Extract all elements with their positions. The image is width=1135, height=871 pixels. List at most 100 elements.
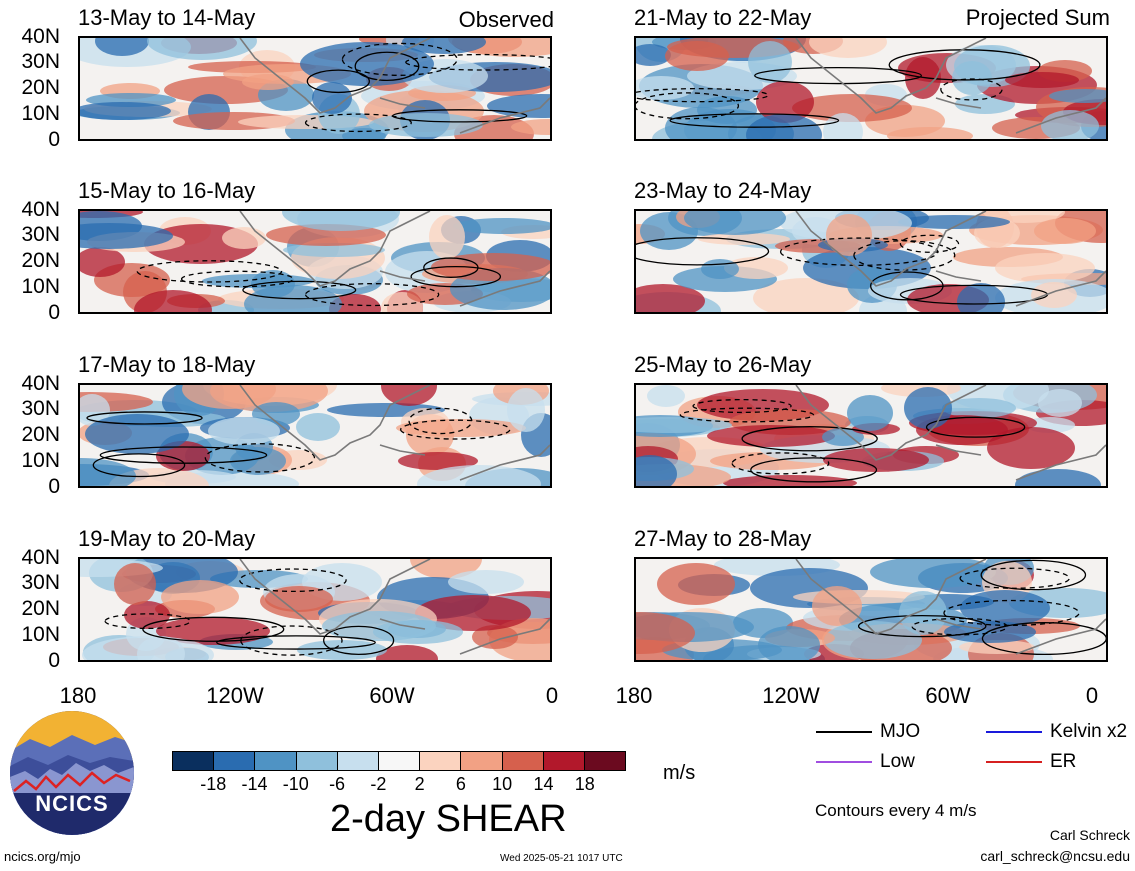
panel-title: 27-May to 28-May [634, 526, 812, 551]
shear-blob [707, 425, 835, 447]
coastline [795, 38, 1106, 134]
shear-blob [698, 233, 790, 245]
shear-blob [847, 395, 893, 431]
contour-line [857, 614, 987, 638]
panel-title: 17-May to 18-May [78, 352, 256, 377]
colorbar-tick-label: -2 [370, 774, 387, 794]
lon-label: 180 [615, 683, 653, 708]
lat-label: 40N [21, 372, 60, 395]
shear-blob [1034, 218, 1096, 244]
shear-map [634, 383, 1108, 488]
colorbar-swatch [543, 752, 585, 770]
logo-text: NCICS [35, 791, 109, 816]
shear-blob [297, 640, 387, 660]
legend-item-kelvin: Kelvin x2 [986, 721, 1127, 743]
shear-blob [376, 645, 438, 660]
shear-blob [758, 626, 820, 660]
shear-blob [1031, 282, 1077, 308]
shear-blob [823, 113, 863, 139]
legend-item-er: ER [986, 751, 1076, 773]
shear-blob [472, 625, 518, 649]
lat-label: 0 [48, 475, 60, 498]
lat-label: 30N [21, 397, 60, 420]
shear-blob [396, 419, 526, 437]
shear-blob [636, 76, 694, 100]
shear-blob [283, 243, 385, 257]
colorbar-tick-label: -18 [200, 774, 227, 794]
legend-line [986, 761, 1042, 763]
shear-blob [182, 385, 276, 409]
shear-blob [957, 283, 1005, 312]
lat-label: 40N [21, 198, 60, 221]
shear-blob [1005, 72, 1079, 88]
lat-label: 30N [21, 223, 60, 246]
shear-blob [487, 94, 550, 118]
contour-line [204, 443, 316, 473]
shear-blob [222, 227, 266, 249]
coastline [795, 385, 1106, 481]
shear-blob [665, 41, 729, 71]
shear-blob [1041, 110, 1099, 139]
contour-line [323, 625, 395, 655]
legend-label: ER [1050, 751, 1077, 772]
colorbar-tick-label: -14 [241, 774, 268, 794]
shear-blob [80, 247, 125, 277]
shear-blob [748, 41, 792, 83]
panel-title: 19-May to 20-May [78, 526, 256, 551]
shear-blob [824, 621, 922, 659]
shear-map [78, 209, 552, 314]
coastline [239, 38, 550, 134]
colorbar-swatch [214, 752, 256, 770]
shear-blob [161, 580, 239, 614]
lat-label: 20N [21, 597, 60, 620]
shear-blob [329, 294, 381, 312]
panel-title: 25-May to 26-May [634, 352, 812, 377]
author-email[interactable]: carl_schreck@ncsu.edu [980, 848, 1130, 864]
legend-item-low: Low [816, 751, 915, 773]
lon-label: 120W [206, 683, 264, 708]
site-link[interactable]: ncics.org/mjo [4, 849, 81, 864]
shear-map [78, 36, 552, 141]
colorbar-tick-label: 10 [492, 774, 513, 794]
colorbar-tick-label: -6 [329, 774, 346, 794]
lat-label: 0 [48, 128, 60, 151]
lon-label: 120W [762, 683, 820, 708]
contour-line [870, 271, 944, 301]
legend-note: Contours every 4 m/s [815, 801, 977, 820]
contour-line [731, 452, 830, 475]
contour-line [99, 446, 268, 464]
shear-blob [296, 413, 340, 441]
shear-blob [647, 385, 685, 407]
coastline [239, 559, 550, 655]
contour-line [940, 78, 1003, 101]
shear-blob [636, 284, 705, 312]
legend-label: Low [880, 751, 915, 772]
panel-tag: Projected Sum [965, 5, 1110, 30]
coastline [795, 211, 1106, 307]
contour-line [980, 559, 1087, 591]
contour-line [136, 260, 283, 283]
contour-line [959, 567, 1070, 589]
panel-title: 23-May to 24-May [634, 178, 812, 203]
shear-blob [697, 96, 757, 124]
shear-blob [657, 563, 735, 605]
contour-line [306, 69, 370, 94]
shear-blob [415, 595, 531, 631]
colorbar-swatch [255, 752, 297, 770]
contour-line [669, 113, 840, 128]
contour-line [92, 453, 186, 478]
timestamp: Wed 2025-05-21 1017 UTC [500, 853, 623, 864]
shear-blob [995, 253, 1095, 283]
contour-line [304, 283, 440, 307]
colorbar-tick-label: 14 [533, 774, 554, 794]
contour-line [636, 92, 740, 120]
colorbar [172, 751, 626, 771]
contour-line [341, 42, 458, 76]
colorbar-tick-label: -10 [282, 774, 309, 794]
shear-blob [134, 290, 212, 312]
shear-blob [870, 559, 996, 588]
colorbar-swatch [378, 752, 421, 770]
contour-line [779, 237, 939, 266]
shear-blob [448, 570, 524, 594]
shear-blob [507, 388, 545, 432]
